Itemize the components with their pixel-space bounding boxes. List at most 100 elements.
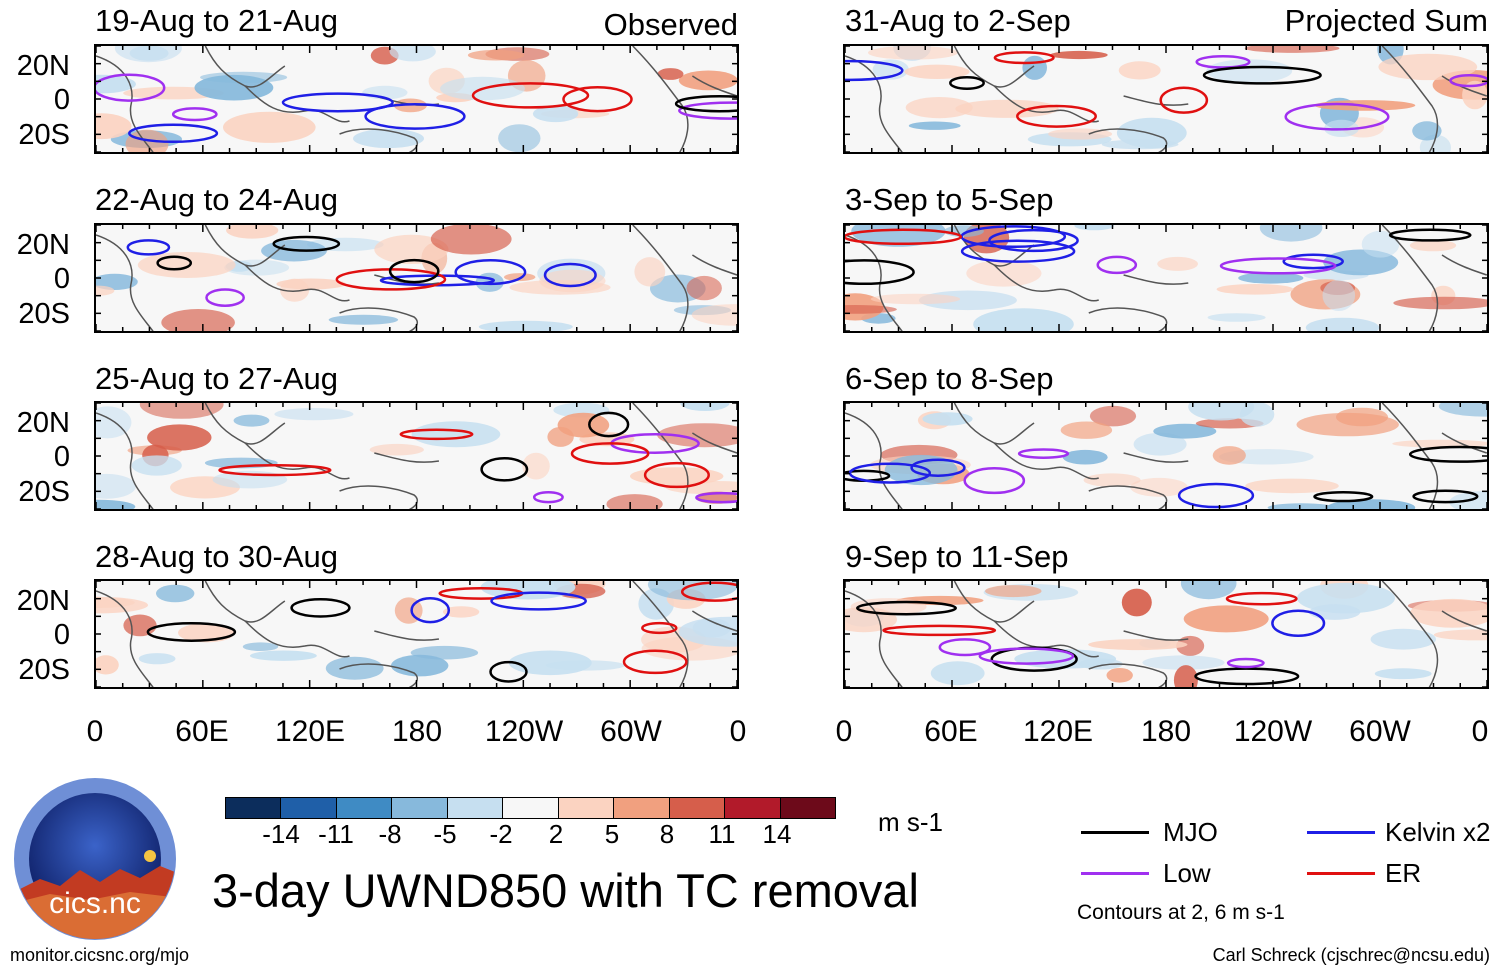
coastline: [1441, 432, 1487, 454]
anomaly-shading: [557, 412, 610, 438]
legend-line-mjo: [1081, 831, 1149, 834]
anomaly-shading: [223, 111, 316, 143]
low-contour: [1226, 657, 1265, 669]
anomaly-shading: [1393, 296, 1487, 310]
anomaly-shading: [1050, 50, 1108, 60]
anomaly-shading: [691, 304, 737, 326]
colorbar-label: -11: [318, 819, 354, 849]
anomaly-shading: [274, 408, 354, 421]
anomaly-shading: [1180, 581, 1237, 600]
anomaly-shading: [985, 585, 1042, 598]
lat-label-eq: 0: [53, 263, 70, 295]
anomaly-shading: [369, 443, 424, 456]
colorbar-swatch: [669, 798, 726, 818]
anomaly-shading: [242, 642, 279, 651]
low-contour: [1195, 55, 1251, 69]
mjo-contour: [146, 622, 237, 642]
colorbar-swatch: [392, 798, 448, 818]
anomaly-shading: [922, 412, 973, 426]
anomaly-shading: [200, 71, 288, 83]
legend-label-er: ER: [1385, 858, 1422, 888]
coastline: [1123, 452, 1189, 463]
map-graphic: [845, 581, 1487, 687]
anomaly-shading: [508, 650, 592, 676]
coastline: [1123, 630, 1189, 641]
coastline: [691, 610, 737, 632]
lat-label-20s: 20S: [18, 298, 70, 330]
lon-label: 180: [1140, 715, 1192, 748]
lon-label: 60E: [175, 715, 229, 748]
anomaly-shading: [96, 655, 119, 675]
er-contour: [1016, 104, 1097, 128]
colorbar-label: 11: [708, 819, 736, 849]
colorbar-label: -2: [489, 819, 513, 849]
coastline: [1441, 75, 1487, 97]
anomaly-shading: [96, 273, 138, 290]
kelvin-contour: [1282, 253, 1344, 270]
mjo-contour: [845, 259, 915, 286]
map-graphic: [96, 403, 737, 509]
lon-label: 60W: [600, 715, 662, 748]
lat-label-20s: 20S: [18, 119, 70, 151]
coastline: [96, 590, 154, 687]
map-panel: [843, 579, 1489, 689]
lat-label-20n: 20N: [16, 229, 70, 261]
coastline: [1123, 274, 1189, 285]
colorbar-label: 14: [762, 819, 792, 849]
colorbar-label: 8: [659, 819, 675, 849]
anomaly-shading: [1142, 655, 1225, 670]
kelvin-contour: [490, 591, 587, 611]
lon-label: 120W: [484, 715, 564, 748]
map-graphic: [96, 46, 737, 152]
mjo-contour: [1202, 65, 1322, 85]
anomaly-shading: [1309, 604, 1361, 620]
anomaly-shading: [1267, 503, 1335, 509]
legend-label-low: Low: [1163, 858, 1211, 888]
anomaly-shading: [1176, 635, 1205, 656]
coastline: [632, 46, 689, 152]
anomaly-shading: [1206, 59, 1293, 83]
anomaly-shading: [870, 293, 961, 305]
anomaly-shading: [1322, 279, 1356, 311]
anomaly-shading: [442, 606, 480, 618]
anomaly-shading: [678, 70, 737, 91]
map-graphic: [96, 581, 737, 687]
mjo-contour: [1412, 489, 1479, 504]
logo-text: cics.nc: [49, 887, 141, 920]
anomaly-shading: [96, 285, 115, 296]
mjo-contour: [1408, 445, 1487, 463]
anomaly-shading: [129, 46, 169, 61]
panel-title: 31-Aug to 2-Sep: [845, 3, 1071, 38]
panel-title: 25-Aug to 27-Aug: [95, 361, 339, 396]
lon-label: 120W: [1233, 715, 1313, 748]
anomaly-shading: [353, 128, 424, 149]
er-contour: [882, 624, 997, 637]
map-panel: [843, 44, 1489, 154]
anomaly-shading: [973, 308, 1074, 331]
map-panel: [843, 223, 1489, 333]
footer-url[interactable]: monitor.cicsnc.org/mjo: [10, 945, 190, 965]
panel-title: 6-Sep to 8-Sep: [845, 361, 1054, 396]
map-panel: [94, 44, 739, 154]
coastline: [1381, 581, 1439, 687]
mjo-contour: [489, 660, 528, 683]
anomaly-shading: [307, 237, 384, 252]
anomaly-shading: [389, 46, 436, 62]
anomaly-shading: [1062, 449, 1108, 465]
low-contour: [938, 638, 992, 657]
lon-label: 0: [835, 715, 853, 748]
er-contour: [993, 51, 1055, 65]
anomaly-shading: [1207, 313, 1266, 322]
logo-icon: [12, 776, 178, 942]
mjo-contour: [588, 411, 630, 438]
mjo-contour: [388, 258, 440, 284]
panel-title: 28-Aug to 30-Aug: [95, 539, 339, 574]
coastline: [244, 264, 350, 302]
er-contour: [218, 463, 332, 477]
er-contour: [399, 428, 474, 441]
anomaly-shading: [1188, 403, 1255, 421]
legend-label-mjo: MJO: [1163, 817, 1218, 847]
colorbar-label: 5: [604, 819, 620, 849]
colorbar-swatch: [558, 798, 615, 818]
anomaly-shading: [1438, 403, 1487, 417]
